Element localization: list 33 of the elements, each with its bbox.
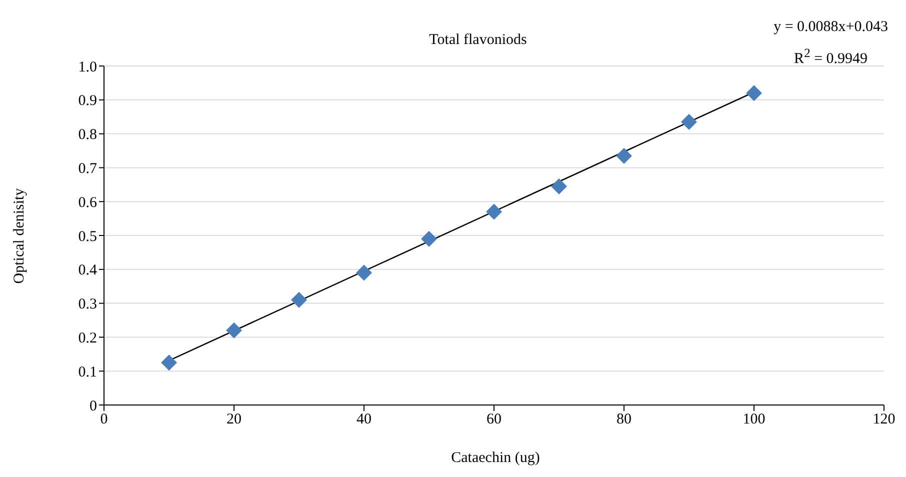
point — [356, 264, 372, 281]
chart-title: Total flavoniods — [429, 32, 527, 48]
point — [161, 354, 177, 371]
y-tick-label: 0.3 — [78, 296, 97, 313]
annotation: R$^{2}$ = 0.9949 — [793, 45, 869, 69]
x-axis-title: Cataechin (ug) — [450, 450, 541, 467]
point — [681, 114, 697, 130]
x-tick-label: 120 — [872, 412, 896, 428]
point — [551, 178, 567, 194]
point — [291, 292, 307, 308]
y-tick-label: 0.9 — [78, 93, 97, 110]
x-tick-label: 80 — [616, 412, 632, 428]
x-tick-label: 0 — [100, 412, 108, 428]
y-tick-label: 0.6 — [78, 194, 98, 211]
y-tick-label: 0.5 — [78, 228, 97, 245]
y-tick-label: 0 — [90, 398, 97, 414]
point — [226, 322, 242, 338]
y-tick-label: 0.7 — [78, 161, 98, 178]
y-axis-title: Optical denisity — [12, 188, 28, 284]
x-tick-label: 40 — [356, 412, 372, 428]
y-tick-label: 0.4 — [78, 262, 98, 279]
point — [616, 148, 632, 164]
y-tick-label: 0.1 — [78, 364, 97, 380]
point — [421, 230, 437, 247]
x-tick-label: 20 — [226, 412, 242, 428]
x-tick-label: 100 — [742, 412, 766, 428]
point — [486, 204, 502, 220]
y-tick-label: 0.8 — [78, 127, 97, 144]
x-tick-label: 60 — [486, 412, 502, 428]
y-tick-label: 0.2 — [78, 330, 97, 347]
text: y = 0.0088x+0.043 — [774, 18, 888, 37]
y-tick-label: 1.0 — [78, 59, 97, 76]
point — [746, 85, 762, 102]
